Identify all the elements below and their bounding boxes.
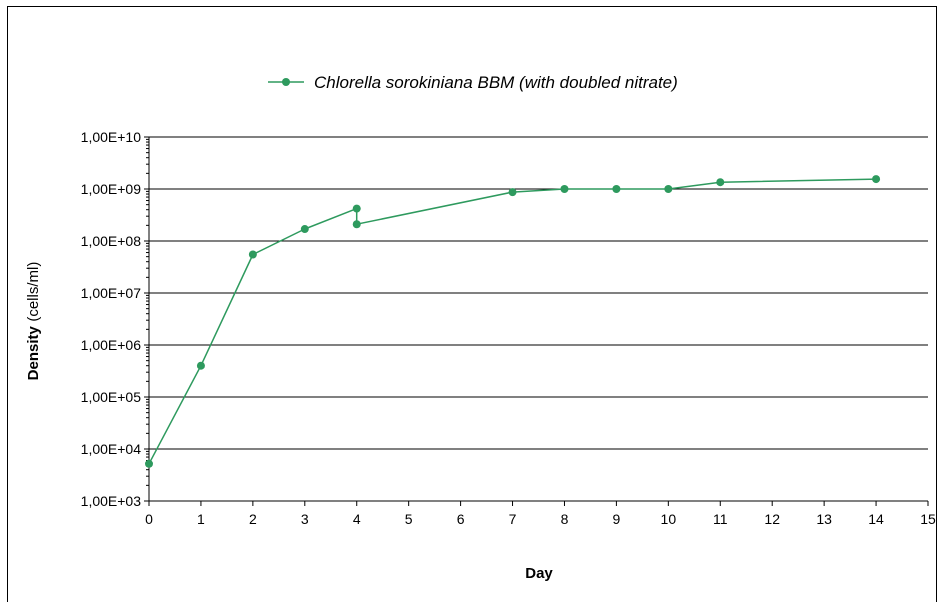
x-tick-label: 9: [613, 511, 621, 527]
x-tick-label: 6: [457, 511, 465, 527]
data-point: [248, 250, 257, 259]
y-axis-title: Density (cells/ml): [25, 262, 42, 381]
y-tick-label: 1,00E+09: [81, 181, 142, 197]
x-tick-label: 14: [868, 511, 884, 527]
axes: 1,00E+03 1,00E+04 1,00E+05 1,00E+06 1,00E+07…: [81, 129, 936, 527]
data-point: [612, 185, 621, 193]
grid-lines: [149, 136, 928, 450]
chart-frame: [7, 6, 937, 602]
x-tick-label: 5: [405, 511, 413, 527]
data-point: [872, 175, 881, 184]
x-tick-label: 7: [509, 511, 517, 527]
legend-marker: [282, 78, 290, 86]
data-point: [352, 204, 361, 213]
data-point: [352, 220, 361, 229]
x-tick-label: 2: [249, 511, 257, 527]
y-tick-label: 1,00E+03: [81, 493, 142, 509]
y-tick-label: 1,00E+10: [81, 129, 142, 145]
series-layer: [145, 175, 881, 468]
x-tick-label: 13: [816, 511, 832, 527]
x-tick-label: 0: [145, 511, 153, 527]
x-tick-label: 4: [353, 511, 361, 527]
x-tick-label: 1: [197, 511, 205, 527]
data-point: [145, 459, 153, 468]
y-tick-label: 1,00E+07: [81, 285, 142, 301]
x-tick-label: 8: [561, 511, 569, 527]
data-point: [196, 361, 205, 370]
x-tick-label: 15: [920, 511, 936, 527]
x-tick-label: 3: [301, 511, 309, 527]
y-tick-label: 1,00E+04: [81, 441, 142, 457]
data-point: [300, 225, 309, 234]
data-point: [716, 178, 725, 187]
y-axis-title-unit-text: (cells/ml): [25, 262, 42, 322]
x-tick-label: 12: [764, 511, 780, 527]
series-line: [148, 178, 877, 465]
legend: Chlorella sorokiniana BBM (with doubled …: [268, 73, 678, 92]
y-tick-label: 1,00E+06: [81, 337, 142, 353]
y-axis-title-main: Density: [25, 325, 42, 380]
x-tick-label: 10: [661, 511, 677, 527]
data-point: [664, 185, 673, 193]
x-tick-label: 11: [713, 511, 728, 527]
data-point: [508, 188, 517, 197]
y-tick-label: 1,00E+08: [81, 233, 142, 249]
data-point: [560, 185, 569, 193]
y-tick-label: 1,00E+05: [81, 389, 142, 405]
legend-label: Chlorella sorokiniana BBM (with doubled …: [314, 73, 678, 92]
x-axis-title: Day: [525, 565, 553, 582]
